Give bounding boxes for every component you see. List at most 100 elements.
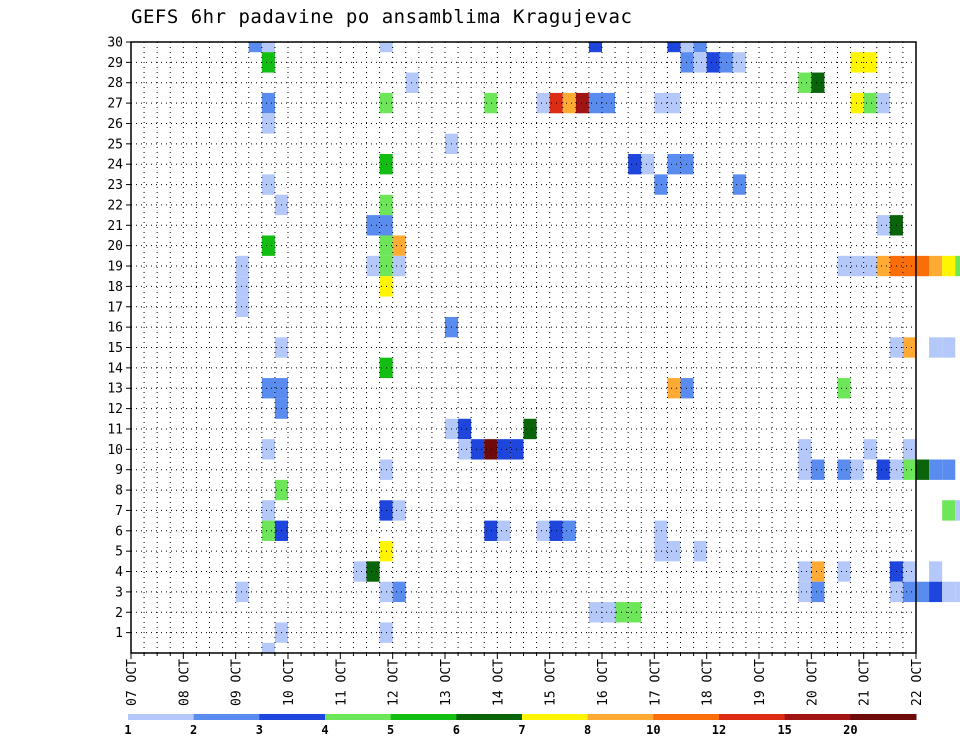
heatmap-cell — [667, 540, 681, 562]
heatmap-cell — [732, 52, 746, 73]
heatmap-cell — [902, 581, 916, 603]
color-legend: 1 2 3 4 5 6 7 8 10 12 15 20 — [124, 714, 917, 737]
heatmap-cell — [458, 418, 472, 440]
legend-swatch — [522, 714, 589, 720]
legend-swatch — [390, 714, 457, 720]
heatmap-cell — [680, 154, 694, 175]
heatmap-cell — [929, 337, 943, 358]
heatmap-cell — [458, 439, 472, 460]
heatmap-cell — [392, 255, 406, 277]
x-tick-label: 22 OCT — [910, 659, 925, 706]
legend-label: 4 — [321, 723, 328, 737]
heatmap-cell — [850, 459, 864, 480]
y-tick-label: 12 — [107, 402, 123, 417]
heatmap-cell — [261, 42, 275, 53]
x-tick-label: 16 OCT — [596, 659, 611, 706]
y-tick-label: 9 — [115, 463, 123, 478]
legend-label: 6 — [453, 723, 460, 737]
heatmap-cell — [850, 52, 864, 73]
legend-label: 3 — [256, 723, 263, 737]
heatmap-cell — [837, 459, 851, 480]
heatmap-cell — [536, 92, 550, 114]
heatmap-cell — [261, 235, 275, 256]
heatmap-cell — [654, 92, 668, 114]
y-tick-label: 23 — [107, 178, 123, 193]
legend-swatch — [653, 714, 720, 720]
x-tick-label: 11 OCT — [334, 659, 349, 706]
y-tick-label: 4 — [115, 565, 123, 580]
heatmap-cell — [667, 92, 681, 114]
legend-label: 12 — [712, 723, 726, 737]
heatmap-cell — [667, 154, 681, 175]
chart-title: GEFS 6hr padavine po ansamblima Kragujev… — [131, 6, 633, 28]
legend-label: 15 — [777, 723, 791, 737]
heatmap-cell — [680, 52, 694, 73]
legend-label: 20 — [843, 723, 857, 737]
heatmap-cell — [929, 459, 943, 480]
heatmap-cell — [261, 113, 275, 134]
y-tick-label: 7 — [115, 504, 123, 519]
heatmap-cell — [261, 52, 275, 73]
heatmap-cell — [902, 255, 916, 277]
y-tick-label: 18 — [107, 280, 123, 295]
heatmap-cell — [392, 500, 406, 521]
heatmap-cell — [916, 255, 930, 277]
heatmap-cell — [680, 42, 694, 53]
heatmap-cell — [392, 581, 406, 603]
heatmap-cell — [876, 215, 890, 236]
heatmap-cell — [261, 439, 275, 460]
y-tick-label: 21 — [107, 219, 123, 234]
heatmap-cell — [706, 52, 720, 73]
y-tick-label: 15 — [107, 341, 123, 356]
heatmap-cell — [654, 520, 668, 541]
heatmap-cell — [876, 459, 890, 480]
heatmap-cell — [942, 581, 956, 603]
x-tick-label: 13 OCT — [439, 659, 454, 706]
legend-swatch — [784, 714, 851, 720]
heatmap-cell — [863, 52, 877, 73]
y-tick-label: 13 — [107, 382, 123, 397]
heatmap-cells — [235, 42, 960, 653]
y-tick-label: 11 — [107, 422, 123, 437]
axes: 1234567891011121314151617181920212223242… — [107, 36, 925, 706]
heatmap-cell — [366, 561, 380, 582]
x-tick-label: 09 OCT — [230, 659, 245, 706]
heatmap-cell — [667, 42, 681, 53]
heatmap-cell — [628, 602, 642, 623]
y-tick-label: 5 — [115, 545, 123, 560]
heatmap-cell — [405, 72, 419, 93]
heatmap-cell — [261, 174, 275, 195]
legend-swatch — [325, 714, 392, 720]
heatmap-cell — [811, 581, 825, 603]
y-tick-label: 29 — [107, 56, 123, 71]
x-tick-label: 18 OCT — [701, 659, 716, 706]
heatmap-cell — [248, 42, 262, 53]
heatmap-cell — [497, 520, 511, 541]
legend-swatch — [587, 714, 654, 720]
heatmap-cell — [798, 439, 812, 460]
heatmap-cell — [902, 439, 916, 460]
y-tick-label: 25 — [107, 137, 123, 152]
legend-swatch — [128, 714, 195, 720]
y-tick-label: 22 — [107, 198, 123, 213]
heatmap-cell — [680, 378, 694, 399]
legend-swatch — [259, 714, 326, 720]
heatmap-cell — [261, 642, 275, 653]
heatmap-cell — [863, 92, 877, 114]
heatmap-cell — [588, 92, 602, 114]
heatmap-cell — [902, 561, 916, 582]
heatmap-cell — [602, 602, 616, 623]
heatmap-cell — [916, 581, 930, 603]
heatmap-cell — [850, 255, 864, 277]
heatmap-cell — [798, 72, 812, 93]
heatmap-cell — [811, 459, 825, 480]
legend-swatch — [719, 714, 786, 720]
heatmap-cell — [235, 276, 249, 297]
heatmap-cell — [484, 520, 498, 541]
heatmap-cell — [798, 581, 812, 603]
x-tick-label: 07 OCT — [125, 659, 140, 706]
heatmap-cell — [798, 561, 812, 582]
heatmap-cell — [850, 92, 864, 114]
heatmap-cell — [929, 561, 943, 582]
